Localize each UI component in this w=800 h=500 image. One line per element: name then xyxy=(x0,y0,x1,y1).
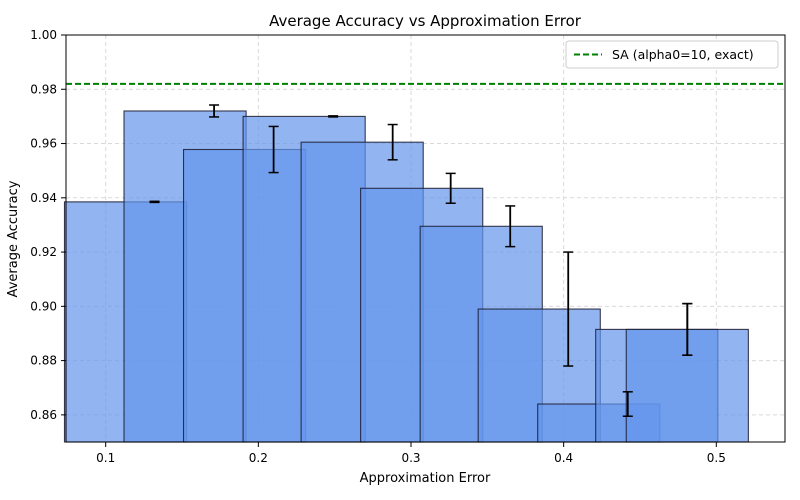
y-tick-label: 0.90 xyxy=(30,299,57,313)
error-bars-group xyxy=(149,104,693,417)
x-tick-label: 0.4 xyxy=(554,451,573,465)
y-tick-label: 0.98 xyxy=(30,82,57,96)
x-tick-label: 0.3 xyxy=(401,451,420,465)
legend-box xyxy=(565,40,779,69)
y-tick-label: 0.88 xyxy=(30,354,57,368)
chart-title: Average Accuracy vs Approximation Error xyxy=(269,12,582,30)
y-axis-ticks: 0.86 0.88 0.90 0.92 0.94 0.96 0.98 1.00 xyxy=(30,28,66,422)
legend: SA (alpha0=10, exact) xyxy=(565,40,779,69)
x-axis-label: Approximation Error xyxy=(360,471,491,486)
bars-group xyxy=(63,110,749,443)
x-tick-label: 0.2 xyxy=(249,451,268,465)
y-tick-label: 0.86 xyxy=(30,408,57,422)
x-tick-label: 0.5 xyxy=(707,451,726,465)
legend-label-reference: SA (alpha0=10, exact) xyxy=(612,47,754,62)
y-tick-label: 0.96 xyxy=(30,137,57,151)
y-tick-label: 0.92 xyxy=(30,245,57,259)
y-tick-label: 1.00 xyxy=(30,28,57,42)
y-tick-label: 0.94 xyxy=(30,191,57,205)
x-tick-label: 0.1 xyxy=(96,451,115,465)
x-axis-ticks: 0.1 0.2 0.3 0.4 0.5 xyxy=(96,442,726,465)
y-axis-label: Average Accuracy xyxy=(6,180,21,297)
plot-frame xyxy=(65,34,786,443)
